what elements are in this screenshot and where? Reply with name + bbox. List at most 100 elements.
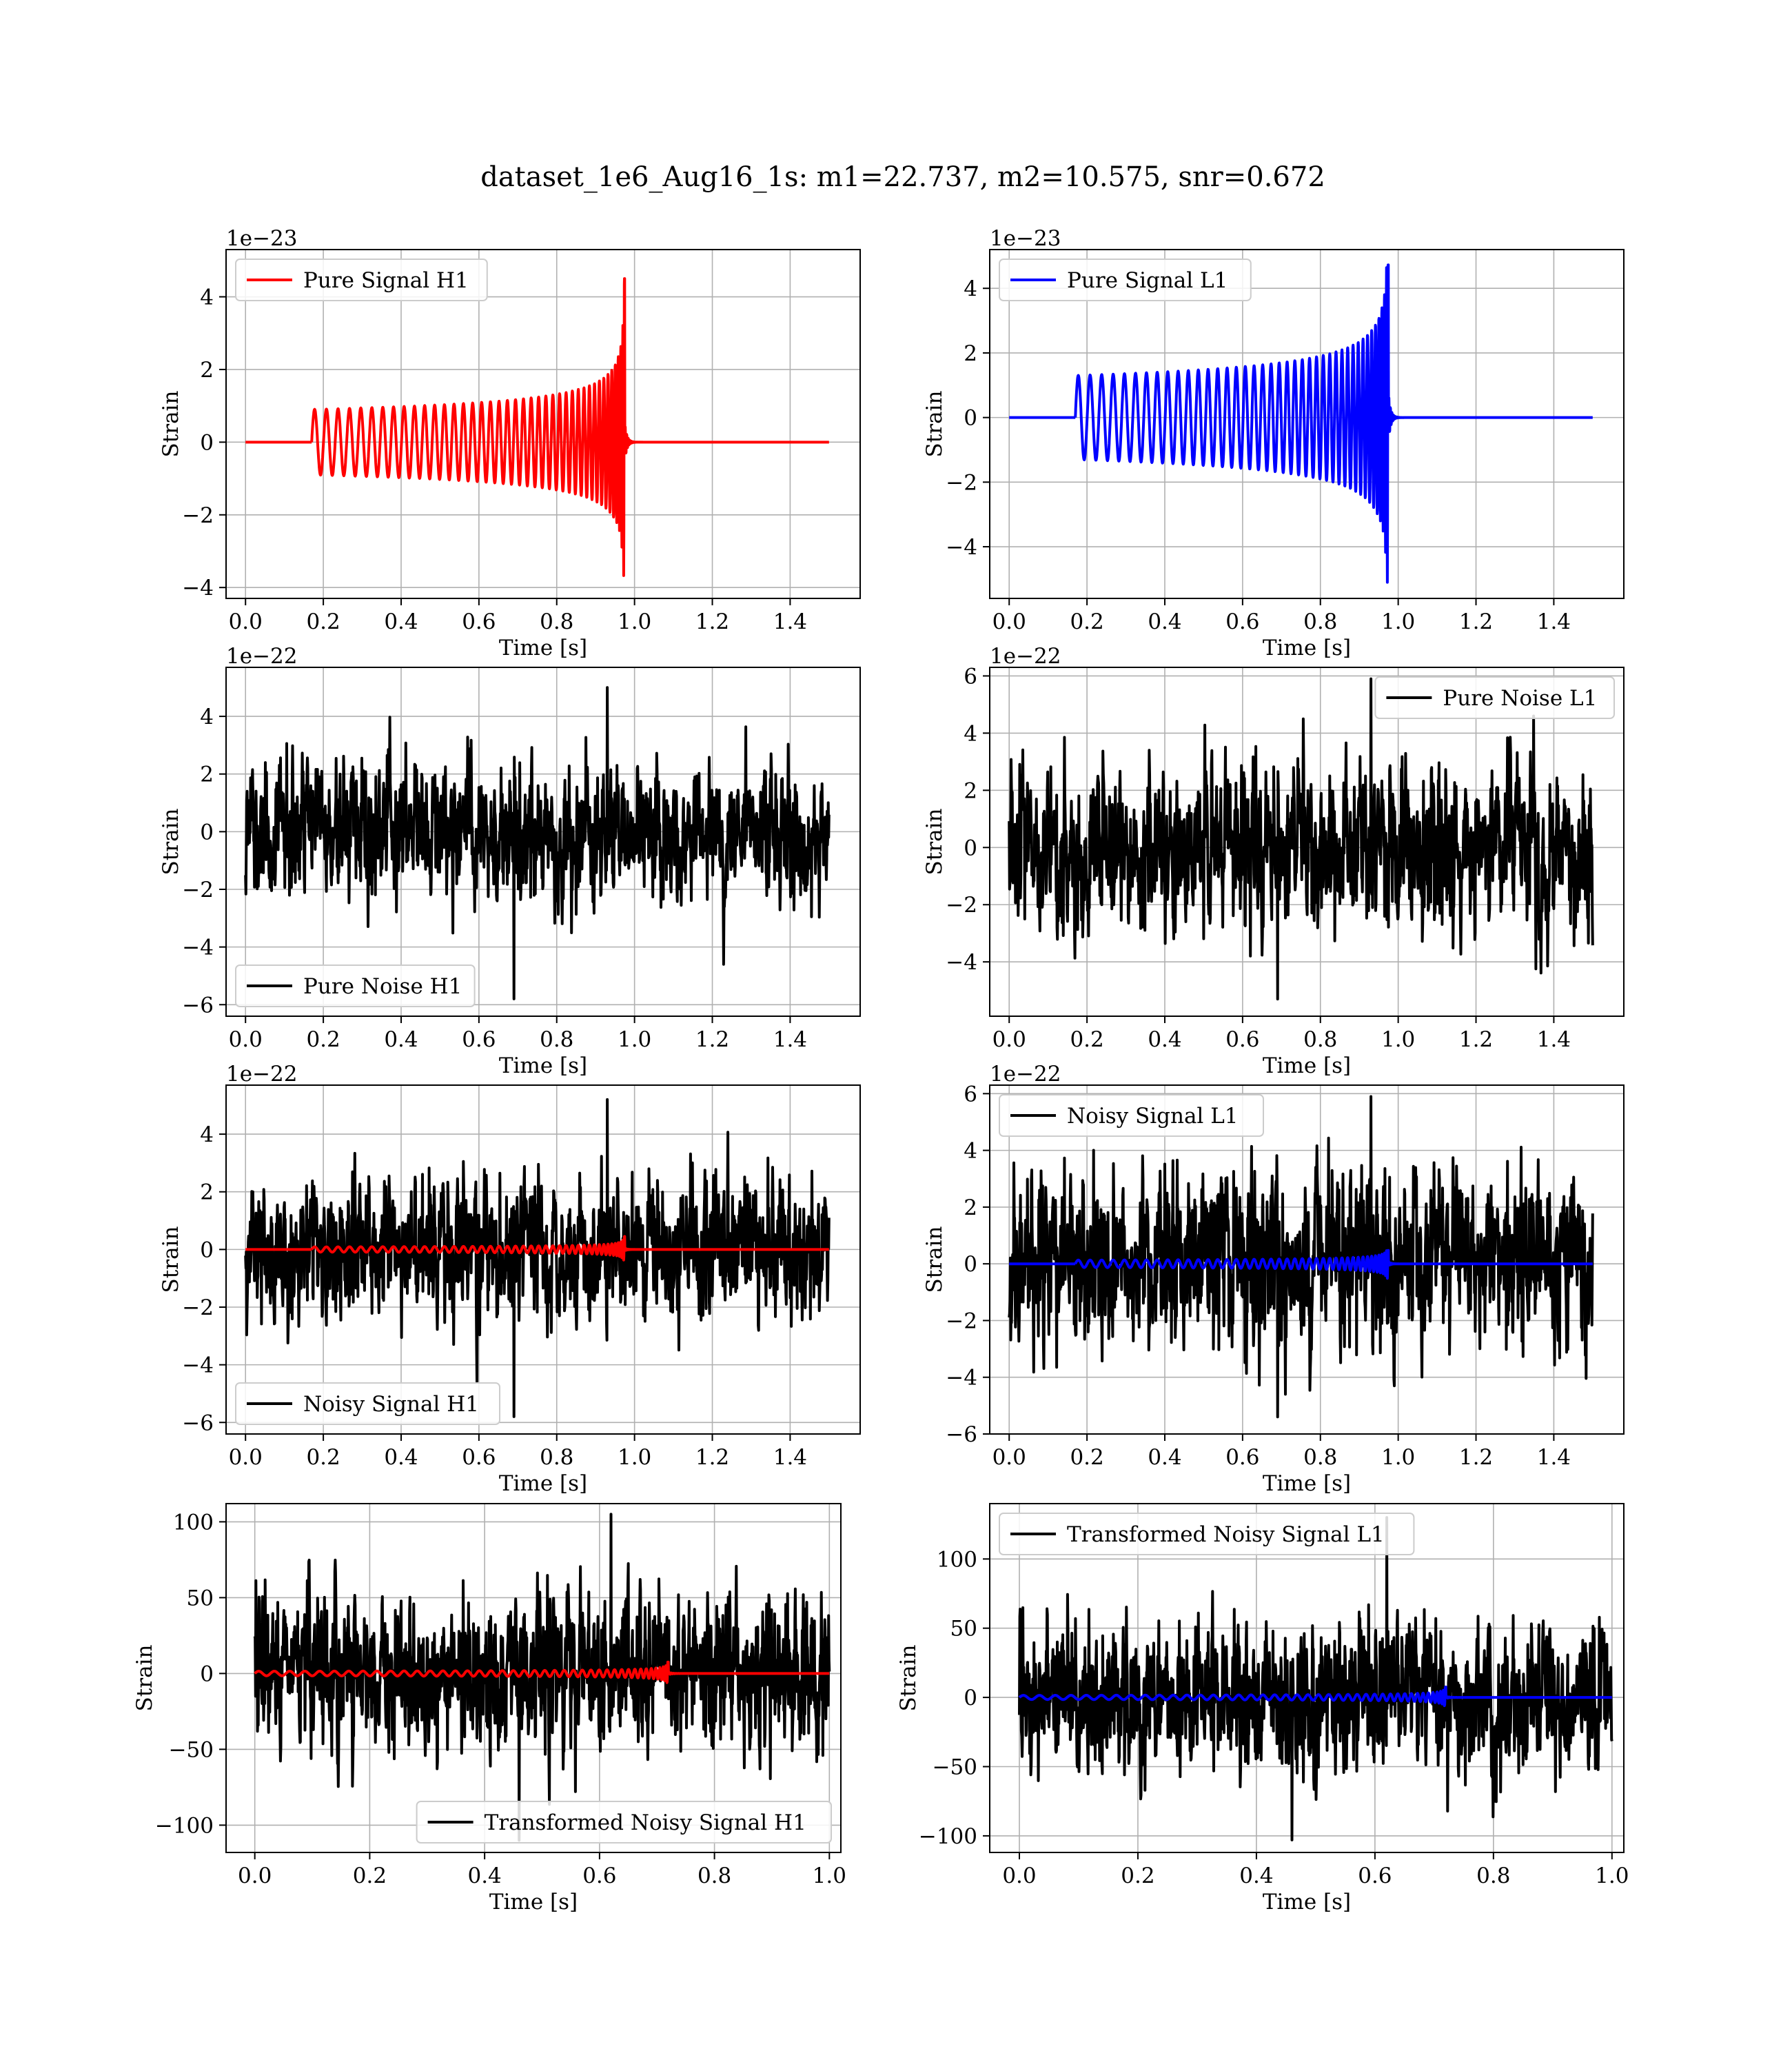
y-tick-label: −4 xyxy=(946,1366,977,1391)
y-tick-label: 0 xyxy=(200,820,214,845)
x-tick-label: 0.6 xyxy=(1358,1863,1392,1888)
y-tick-label: −100 xyxy=(919,1824,977,1849)
legend-box xyxy=(1374,676,1616,719)
x-tick-label: 0.2 xyxy=(353,1863,387,1888)
y-tick-label: 50 xyxy=(187,1586,214,1610)
x-tick-label: 0.8 xyxy=(540,1027,573,1052)
y-tick-label: −2 xyxy=(182,878,214,902)
y-offset-label: 1e−22 xyxy=(990,644,1061,669)
x-tick-label: 0.8 xyxy=(1476,1863,1510,1888)
x-tick-label: 1.0 xyxy=(1595,1863,1629,1888)
x-tick-label: 0.4 xyxy=(384,1027,418,1052)
y-tick-label: 4 xyxy=(964,721,977,746)
x-tick-label: 0.4 xyxy=(1148,1027,1181,1052)
y-tick-label: 100 xyxy=(937,1547,977,1572)
x-tick-label: 0.0 xyxy=(238,1863,272,1888)
x-tick-label: 1.2 xyxy=(695,1445,729,1470)
x-axis-label: Time [s] xyxy=(499,1053,587,1078)
signal-line xyxy=(1009,263,1594,584)
y-tick-label: 4 xyxy=(200,285,214,310)
axes-frame xyxy=(225,1084,861,1435)
legend-label: Transformed Noisy Signal H1 xyxy=(485,1810,806,1835)
x-tick-label: 0.0 xyxy=(992,609,1026,634)
x-tick-label: 0.0 xyxy=(229,1027,263,1052)
signal-line xyxy=(1009,1249,1594,1280)
y-tick-label: −50 xyxy=(169,1737,214,1762)
x-tick-label: 0.2 xyxy=(1070,609,1103,634)
y-axis-label: Strain xyxy=(896,1645,921,1712)
axes-frame xyxy=(989,249,1625,599)
legend: Pure Noise L1 xyxy=(1374,676,1616,719)
signal-line xyxy=(245,277,831,577)
x-tick-label: 1.4 xyxy=(773,609,807,634)
y-tick-label: 0 xyxy=(200,1237,214,1262)
y-axis-label: Strain xyxy=(922,391,947,458)
x-tick-label: 1.0 xyxy=(618,1445,651,1470)
legend-box xyxy=(235,259,488,301)
x-tick-label: 1.2 xyxy=(1459,1445,1493,1470)
x-tick-label: 1.2 xyxy=(1459,1027,1493,1052)
subplot-6: 0.0 0.2 0.4 0.6 0.8 1.0 1.2 1.4 −6 −4 −2 0 2 4 6 Time [… xyxy=(922,1062,1625,1496)
x-tick-label: 1.4 xyxy=(773,1027,807,1052)
y-tick-label: 6 xyxy=(964,664,977,689)
x-tick-label: 0.8 xyxy=(1303,1027,1337,1052)
x-tick-label: 1.0 xyxy=(1381,609,1415,634)
x-tick-label: 0.2 xyxy=(1121,1863,1154,1888)
y-tick-label: 4 xyxy=(964,1139,977,1164)
y-tick-label: 0 xyxy=(964,1252,977,1277)
x-tick-label: 0.2 xyxy=(306,609,340,634)
y-axis-label: Strain xyxy=(159,391,183,458)
y-tick-label: 6 xyxy=(964,1082,977,1107)
x-tick-label: 0.2 xyxy=(306,1445,340,1470)
figure-title: dataset_1e6_Aug16_1s: m1=22.737, m2=10.5… xyxy=(480,161,1325,193)
x-axis-label: Time [s] xyxy=(1263,636,1351,660)
legend-label: Pure Signal H1 xyxy=(303,268,469,293)
x-tick-label: 0.0 xyxy=(992,1445,1026,1470)
y-axis-label: Strain xyxy=(159,1226,183,1293)
y-tick-label: 0 xyxy=(964,836,977,860)
legend-label: Pure Noise H1 xyxy=(303,974,462,999)
x-tick-label: 0.6 xyxy=(582,1863,616,1888)
x-tick-label: 0.6 xyxy=(1225,609,1259,634)
y-tick-label: −2 xyxy=(946,470,977,495)
y-axis-label: Strain xyxy=(159,809,183,876)
x-tick-label: 0.8 xyxy=(698,1863,731,1888)
y-tick-label: 4 xyxy=(200,705,214,729)
axes-frame xyxy=(225,249,861,599)
legend-box xyxy=(999,259,1252,301)
legend-box xyxy=(999,1094,1264,1137)
x-tick-label: 0.4 xyxy=(1239,1863,1273,1888)
legend: Noisy Signal L1 xyxy=(999,1094,1264,1137)
y-tick-label: 0 xyxy=(200,430,214,455)
subplot-8: 0.0 0.2 0.4 0.6 0.8 1.0 −100 −50 0 50 100 Time [s] S… xyxy=(896,1503,1629,1915)
y-tick-label: 2 xyxy=(964,1195,977,1220)
legend-box xyxy=(235,1382,500,1425)
y-tick-label: −4 xyxy=(946,950,977,975)
axes-frame xyxy=(225,667,861,1017)
noise-line xyxy=(1008,1095,1594,1419)
y-tick-label: 2 xyxy=(964,778,977,803)
legend: Transformed Noisy Signal L1 xyxy=(999,1513,1415,1555)
x-tick-label: 0.4 xyxy=(1148,1445,1181,1470)
legend-box xyxy=(235,964,476,1007)
legend: Noisy Signal H1 xyxy=(235,1382,500,1425)
x-tick-label: 1.4 xyxy=(1537,609,1571,634)
y-offset-label: 1e−22 xyxy=(226,1062,298,1087)
x-tick-label: 1.0 xyxy=(813,1863,846,1888)
y-axis-label: Strain xyxy=(132,1645,157,1712)
axes-frame xyxy=(989,1084,1625,1435)
noise-line xyxy=(244,1098,831,1418)
x-tick-label: 0.6 xyxy=(462,1027,496,1052)
y-axis-label: Strain xyxy=(922,809,947,876)
legend: Pure Noise H1 xyxy=(235,964,476,1007)
y-tick-label: 2 xyxy=(200,762,214,787)
x-tick-label: 0.2 xyxy=(306,1027,340,1052)
legend-label: Pure Noise L1 xyxy=(1443,686,1597,711)
y-offset-label: 1e−22 xyxy=(990,1062,1061,1087)
x-tick-label: 0.8 xyxy=(1303,609,1337,634)
x-tick-label: 0.2 xyxy=(1070,1445,1103,1470)
x-tick-label: 1.4 xyxy=(773,1445,807,1470)
subplot-3: 0.0 0.2 0.4 0.6 0.8 1.0 1.2 1.4 −6 −4 −2 0 2 4 Time [s… xyxy=(159,644,861,1078)
x-tick-label: 1.4 xyxy=(1537,1445,1571,1470)
